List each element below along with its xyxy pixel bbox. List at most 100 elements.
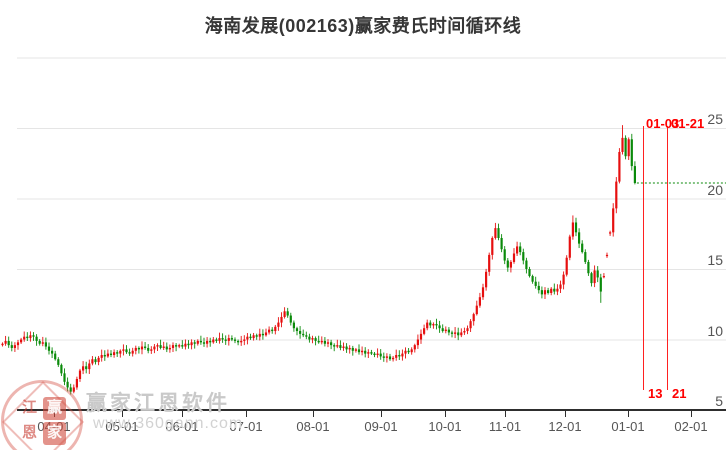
candle-body (388, 356, 392, 360)
candle-body (153, 346, 156, 350)
candle-body (237, 340, 240, 343)
candle-body (140, 346, 144, 350)
candle-body (441, 328, 444, 332)
stamp-character: 江 (21, 399, 37, 416)
candle-body (32, 335, 35, 337)
candle-body (299, 331, 302, 334)
candle-body (559, 284, 562, 289)
cycle-count-label-1: 13 (648, 386, 663, 401)
candle-body (144, 346, 147, 348)
candle-body (103, 355, 106, 357)
candle-body (435, 323, 438, 326)
candle-body (367, 352, 370, 354)
candle-body (268, 329, 271, 333)
candle-body (457, 332, 460, 336)
y-tick-label: 15 (707, 252, 723, 268)
candle-body (543, 290, 547, 295)
candle-body (75, 378, 78, 388)
candle-body (274, 326, 277, 332)
candle-body (593, 270, 596, 284)
candle-body (20, 339, 23, 343)
candle-body (516, 246, 519, 254)
candle-body (82, 366, 85, 371)
stamp-character: 赢 (43, 397, 66, 420)
candle-body (196, 340, 199, 344)
cycle-count-label-2: 21 (672, 386, 687, 401)
candle-body (615, 181, 618, 209)
candle-body (289, 315, 292, 323)
candle-body (624, 137, 627, 157)
candle-body (395, 355, 398, 358)
candle-body (373, 353, 376, 356)
candle-body (426, 322, 429, 329)
candle-body (419, 333, 423, 340)
candle-body (494, 228, 497, 238)
y-tick-label: 5 (715, 393, 723, 409)
candle-body (47, 346, 51, 351)
candle-body (63, 373, 66, 382)
candle-body (590, 273, 593, 284)
candle-body (596, 270, 599, 278)
candle-body (528, 269, 531, 277)
candle-body (91, 359, 94, 364)
candle-body (571, 222, 574, 237)
candle-body (116, 352, 119, 354)
candle-body (574, 222, 578, 233)
candle-body (413, 345, 416, 350)
y-tick-label: 25 (707, 111, 723, 127)
candle-body (485, 271, 488, 288)
candle-body (398, 355, 401, 357)
candle-body (556, 288, 559, 292)
candle-body (599, 277, 602, 292)
candle-body (206, 340, 209, 344)
cycle-date-label-1: 01-03 (646, 116, 680, 131)
candle-body (382, 356, 385, 358)
candle-body (137, 347, 140, 350)
candle-body (72, 387, 75, 392)
watermark-url-text: www.360gann.com (93, 415, 244, 432)
x-tick-label: 06-01 (165, 419, 199, 434)
candle-body (447, 329, 450, 333)
candle-body (621, 137, 624, 152)
candle-body (345, 346, 348, 350)
stamp-ring (1, 380, 83, 450)
candle-body (94, 359, 97, 363)
candle-body (4, 340, 7, 344)
candle-body (311, 338, 314, 340)
candle-body (60, 364, 63, 374)
candle-body (537, 285, 540, 291)
candle-body (525, 260, 528, 269)
candle-body (308, 336, 311, 340)
candle-body (512, 253, 516, 262)
x-tick-label: 12-01 (548, 419, 582, 434)
candle-body (385, 356, 388, 358)
candle-body (209, 340, 212, 343)
candle-body (475, 305, 478, 315)
x-tick-label: 05-01 (105, 419, 139, 434)
candle-body (162, 346, 165, 348)
candle-body (97, 357, 100, 363)
candle-body (317, 340, 320, 343)
candle-body (547, 290, 550, 293)
candle-body (633, 166, 636, 183)
candle-body (488, 254, 491, 272)
candle-body (587, 261, 590, 274)
candle-body (562, 274, 565, 285)
candle-body (609, 232, 612, 234)
candle-body (305, 335, 308, 337)
page-title: 海南发展(002163)赢家费氏时间循环线 (204, 16, 522, 36)
candle-body (190, 342, 193, 346)
candle-body (565, 257, 568, 275)
candle-body (264, 332, 268, 336)
candle-body (122, 349, 125, 351)
candle-body (478, 297, 481, 306)
cycle-date-label-2: 01-21 (671, 116, 705, 131)
candle-body (469, 321, 472, 329)
candle-body (131, 350, 134, 354)
candle-body (178, 345, 181, 347)
candle-body (336, 345, 339, 347)
watermark-brand-text: 赢家江恩软件 (86, 392, 230, 415)
candle-body (612, 208, 615, 233)
